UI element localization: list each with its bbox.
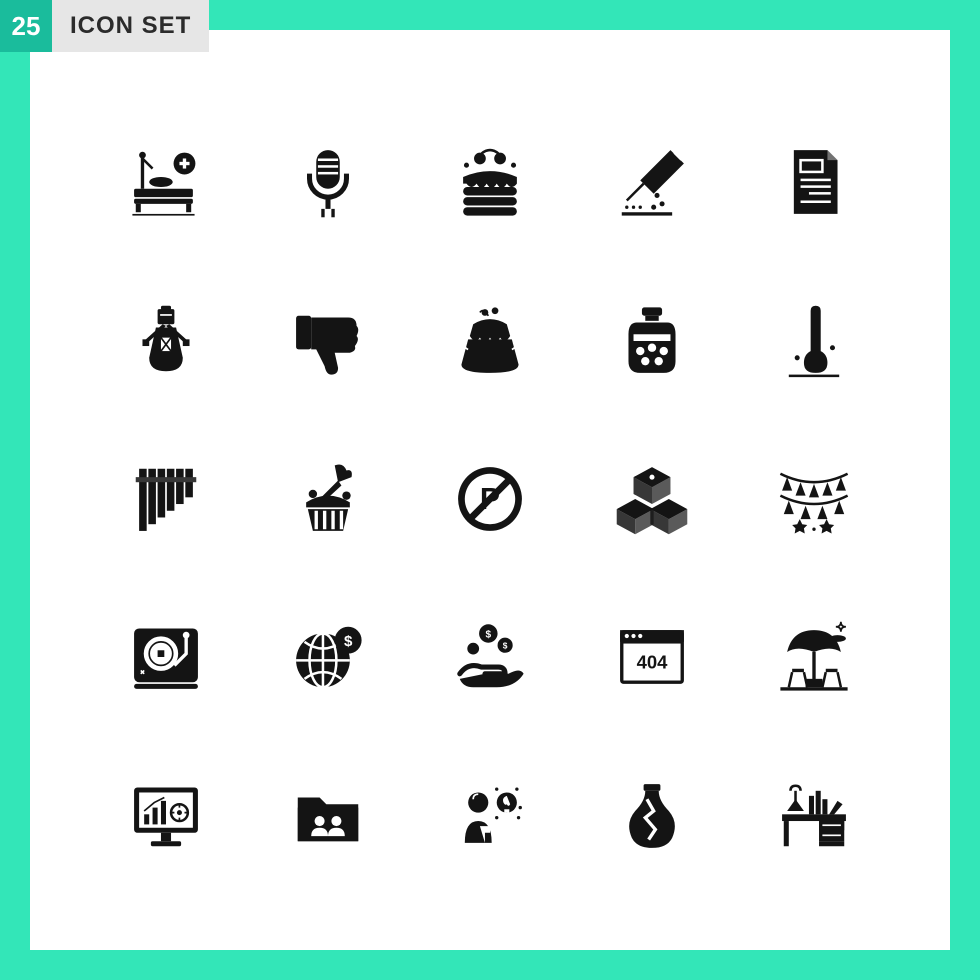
icon-grid: z (90, 108, 890, 890)
cubes-3d-icon (576, 425, 728, 573)
thermometer-icon (738, 266, 890, 414)
page-title: ICON SET (52, 0, 209, 52)
svg-text:404: 404 (637, 652, 669, 673)
svg-text:$: $ (503, 641, 508, 651)
outer-frame: 25 ICON SET (0, 0, 980, 980)
global-money-icon: $ (252, 583, 404, 731)
pudding-icon: z (414, 266, 566, 414)
header: 25 ICON SET (0, 0, 209, 52)
pancakes-cherry-icon (414, 108, 566, 256)
microphone-icon (252, 108, 404, 256)
broken-vase-icon (576, 742, 728, 890)
svg-text:$: $ (486, 630, 492, 641)
page-title-text: ICON SET (70, 12, 191, 40)
analytics-monitor-icon (90, 742, 242, 890)
lab-flask-pour-icon (576, 108, 728, 256)
donate-coins-icon: $ $ (414, 583, 566, 731)
beach-umbrella-icon (738, 583, 890, 731)
svg-text:z: z (488, 316, 492, 326)
thumbs-down-icon (252, 266, 404, 414)
hospital-bed-icon (90, 108, 242, 256)
idea-person-icon (414, 742, 566, 890)
no-parking-icon: P (414, 425, 566, 573)
study-desk-icon (738, 742, 890, 890)
turntable-vinyl-icon (90, 583, 242, 731)
carrot-cupcake-icon (252, 425, 404, 573)
party-garland-icon (738, 425, 890, 573)
document-icon (738, 108, 890, 256)
delivery-person-icon (90, 266, 242, 414)
pan-flute-icon (90, 425, 242, 573)
count-badge-text: 25 (12, 11, 41, 42)
count-badge: 25 (0, 0, 52, 52)
canvas: 25 ICON SET (30, 30, 950, 950)
shared-folder-icon (252, 742, 404, 890)
candy-jar-icon (576, 266, 728, 414)
browser-404-icon: 404 (576, 583, 728, 731)
svg-text:$: $ (344, 633, 353, 650)
